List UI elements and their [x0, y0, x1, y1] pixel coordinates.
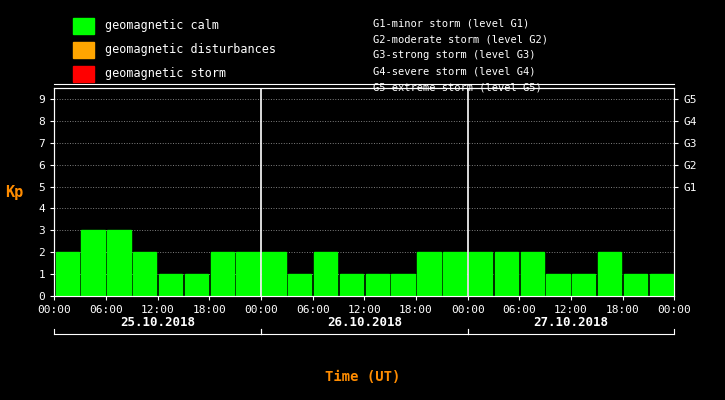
Bar: [365, 274, 389, 296]
Bar: [469, 252, 492, 296]
Bar: [418, 252, 441, 296]
Text: Time (UT): Time (UT): [325, 370, 400, 384]
Bar: [494, 252, 518, 296]
Bar: [572, 274, 595, 296]
Text: Kp: Kp: [5, 184, 23, 200]
Bar: [521, 252, 544, 296]
Text: 27.10.2018: 27.10.2018: [534, 316, 608, 328]
Bar: [262, 252, 286, 296]
Bar: [81, 230, 104, 296]
Bar: [624, 274, 647, 296]
Bar: [211, 252, 234, 296]
Text: geomagnetic disturbances: geomagnetic disturbances: [105, 44, 276, 56]
Text: geomagnetic storm: geomagnetic storm: [105, 68, 226, 80]
Text: G1-minor storm (level G1): G1-minor storm (level G1): [373, 18, 530, 28]
Bar: [314, 252, 337, 296]
Bar: [598, 252, 621, 296]
Text: 26.10.2018: 26.10.2018: [327, 316, 402, 328]
Text: G5-extreme storm (level G5): G5-extreme storm (level G5): [373, 82, 542, 92]
Bar: [443, 252, 466, 296]
Text: geomagnetic calm: geomagnetic calm: [105, 20, 219, 32]
Text: G4-severe storm (level G4): G4-severe storm (level G4): [373, 66, 536, 76]
Bar: [133, 252, 157, 296]
Bar: [185, 274, 208, 296]
Bar: [547, 274, 570, 296]
Text: G2-moderate storm (level G2): G2-moderate storm (level G2): [373, 34, 548, 44]
Bar: [340, 274, 363, 296]
Bar: [107, 230, 130, 296]
Text: G3-strong storm (level G3): G3-strong storm (level G3): [373, 50, 536, 60]
Bar: [288, 274, 311, 296]
Bar: [392, 274, 415, 296]
Text: 25.10.2018: 25.10.2018: [120, 316, 195, 328]
Bar: [159, 274, 182, 296]
Bar: [56, 252, 79, 296]
Bar: [236, 252, 260, 296]
Bar: [650, 274, 673, 296]
